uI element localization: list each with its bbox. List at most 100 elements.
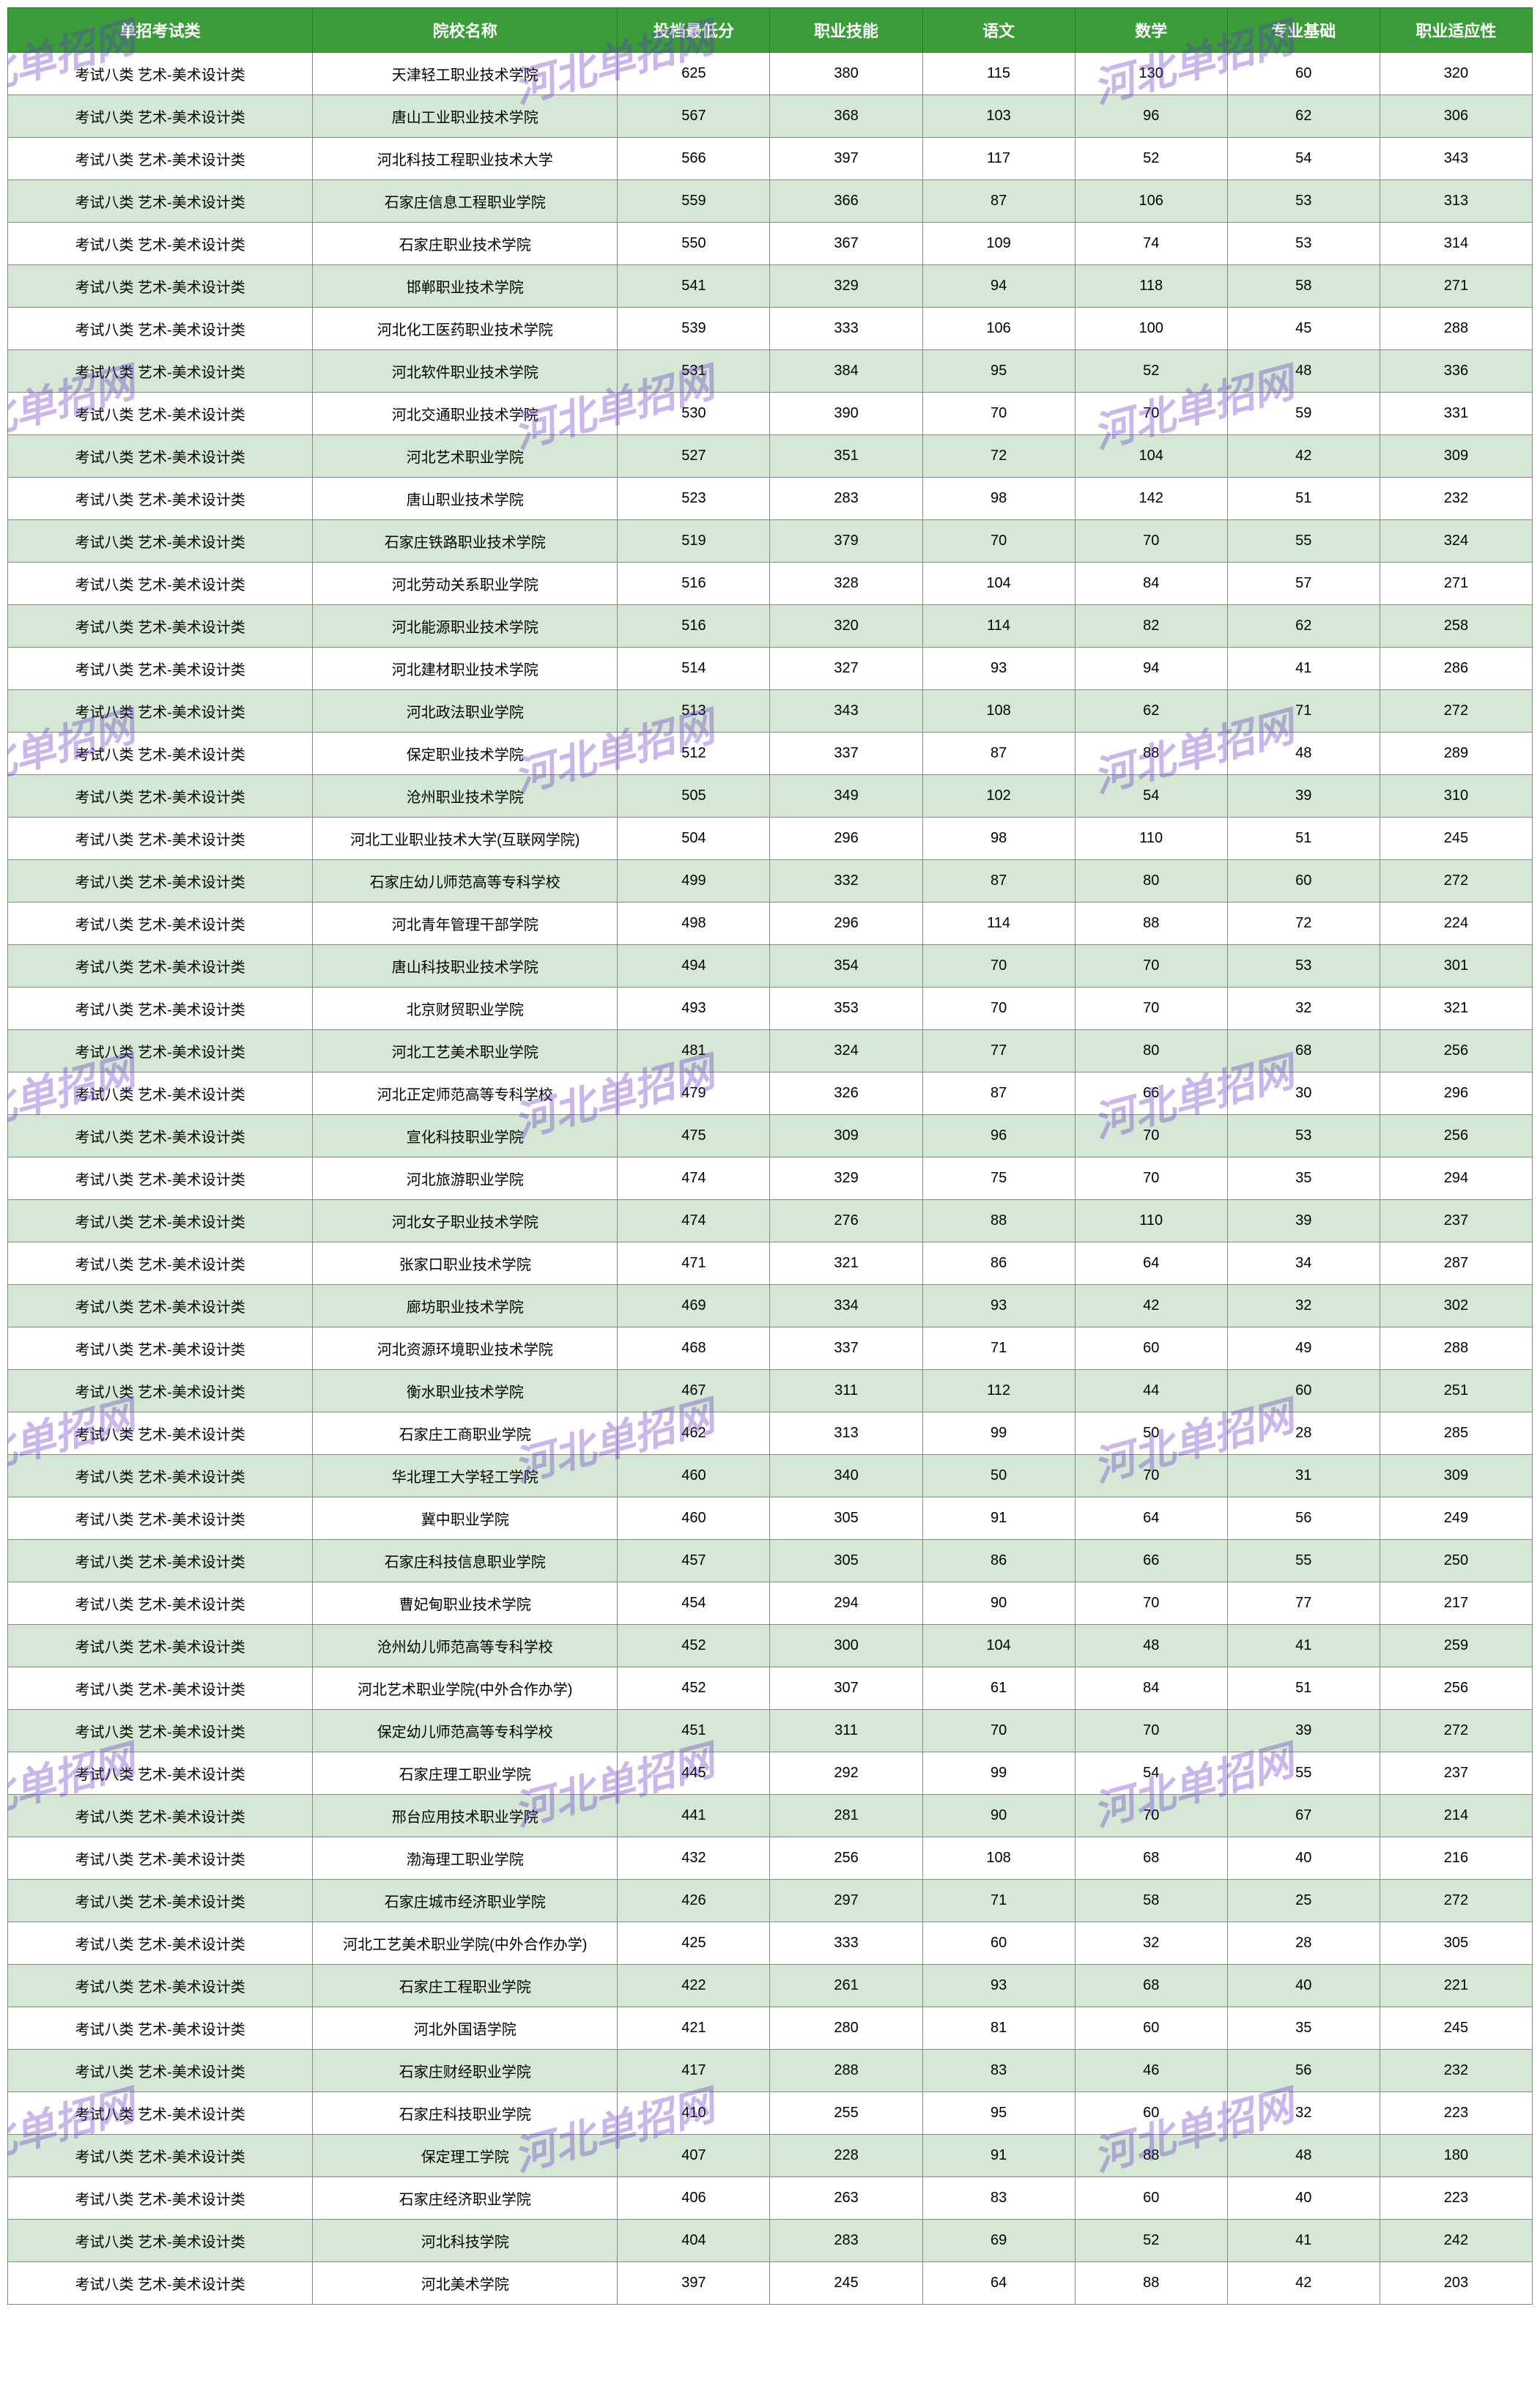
- table-cell: 70: [922, 988, 1075, 1030]
- table-cell: 422: [618, 1965, 770, 2007]
- table-cell: 421: [618, 2007, 770, 2050]
- table-row: 考试八类 艺术-美术设计类河北交通职业技术学院530390707059331: [8, 393, 1533, 435]
- table-cell: 35: [1227, 1157, 1380, 1200]
- table-cell: 332: [770, 860, 922, 903]
- table-cell: 53: [1227, 1115, 1380, 1157]
- table-cell: 51: [1227, 478, 1380, 520]
- table-cell: 513: [618, 690, 770, 733]
- table-cell: 83: [922, 2177, 1075, 2220]
- table-cell: 397: [770, 138, 922, 180]
- table-cell: 考试八类 艺术-美术设计类: [8, 2092, 313, 2135]
- table-cell: 39: [1227, 775, 1380, 818]
- table-cell: 60: [1227, 1370, 1380, 1412]
- table-cell: 237: [1380, 1200, 1532, 1242]
- table-cell: 88: [1075, 733, 1227, 775]
- table-row: 考试八类 艺术-美术设计类河北政法职业学院5133431086271272: [8, 690, 1533, 733]
- table-cell: 77: [1227, 1582, 1380, 1625]
- table-cell: 353: [770, 988, 922, 1030]
- table-cell: 550: [618, 223, 770, 265]
- table-cell: 110: [1075, 818, 1227, 860]
- table-cell: 考试八类 艺术-美术设计类: [8, 478, 313, 520]
- table-cell: 96: [1075, 95, 1227, 138]
- table-cell: 256: [770, 1837, 922, 1880]
- table-cell: 366: [770, 180, 922, 223]
- table-cell: 221: [1380, 1965, 1532, 2007]
- table-cell: 石家庄科技信息职业学院: [313, 1540, 618, 1582]
- table-cell: 70: [922, 1710, 1075, 1752]
- table-cell: 考试八类 艺术-美术设计类: [8, 350, 313, 393]
- table-cell: 考试八类 艺术-美术设计类: [8, 1200, 313, 1242]
- table-cell: 河北工艺美术职业学院(中外合作办学): [313, 1922, 618, 1965]
- table-cell: 55: [1227, 520, 1380, 563]
- table-cell: 考试八类 艺术-美术设计类: [8, 903, 313, 945]
- table-cell: 30: [1227, 1072, 1380, 1115]
- header-cell: 院校名称: [313, 8, 618, 53]
- table-cell: 44: [1075, 1370, 1227, 1412]
- table-cell: 考试八类 艺术-美术设计类: [8, 2007, 313, 2050]
- table-row: 考试八类 艺术-美术设计类衡水职业技术学院4673111124460251: [8, 1370, 1533, 1412]
- table-cell: 334: [770, 1285, 922, 1327]
- table-cell: 河北女子职业技术学院: [313, 1200, 618, 1242]
- table-cell: 228: [770, 2135, 922, 2177]
- table-cell: 142: [1075, 478, 1227, 520]
- table-cell: 104: [1075, 435, 1227, 478]
- table-cell: 452: [618, 1625, 770, 1667]
- table-cell: 294: [1380, 1157, 1532, 1200]
- table-cell: 337: [770, 733, 922, 775]
- table-cell: 109: [922, 223, 1075, 265]
- table-cell: 261: [770, 1965, 922, 2007]
- table-cell: 343: [1380, 138, 1532, 180]
- table-cell: 245: [1380, 2007, 1532, 2050]
- table-row: 考试八类 艺术-美术设计类石家庄经济职业学院406263836040223: [8, 2177, 1533, 2220]
- table-cell: 考试八类 艺术-美术设计类: [8, 1837, 313, 1880]
- table-row: 考试八类 艺术-美术设计类河北工艺美术职业学院481324778068256: [8, 1030, 1533, 1072]
- table-cell: 379: [770, 520, 922, 563]
- table-cell: 311: [770, 1370, 922, 1412]
- table-row: 考试八类 艺术-美术设计类北京财贸职业学院493353707032321: [8, 988, 1533, 1030]
- table-cell: 考试八类 艺术-美术设计类: [8, 180, 313, 223]
- table-cell: 82: [1075, 605, 1227, 648]
- table-row: 考试八类 艺术-美术设计类石家庄科技信息职业学院457305866655250: [8, 1540, 1533, 1582]
- table-row: 考试八类 艺术-美术设计类河北女子职业技术学院4742768811039237: [8, 1200, 1533, 1242]
- table-cell: 307: [770, 1667, 922, 1710]
- table-row: 考试八类 艺术-美术设计类石家庄幼儿师范高等专科学校49933287806027…: [8, 860, 1533, 903]
- table-row: 考试八类 艺术-美术设计类邯郸职业技术学院5413299411858271: [8, 265, 1533, 308]
- table-cell: 51: [1227, 1667, 1380, 1710]
- table-cell: 衡水职业技术学院: [313, 1370, 618, 1412]
- table-cell: 68: [1075, 1837, 1227, 1880]
- table-row: 考试八类 艺术-美术设计类唐山职业技术学院5232839814251232: [8, 478, 1533, 520]
- table-cell: 223: [1380, 2177, 1532, 2220]
- table-row: 考试八类 艺术-美术设计类唐山工业职业技术学院5673681039662306: [8, 95, 1533, 138]
- table-cell: 48: [1227, 350, 1380, 393]
- table-cell: 380: [770, 53, 922, 95]
- table-cell: 245: [770, 2262, 922, 2305]
- table-cell: 203: [1380, 2262, 1532, 2305]
- table-cell: 305: [770, 1497, 922, 1540]
- table-cell: 70: [1075, 945, 1227, 988]
- table-cell: 考试八类 艺术-美术设计类: [8, 690, 313, 733]
- table-row: 考试八类 艺术-美术设计类沧州幼儿师范高等专科学校452300104484125…: [8, 1625, 1533, 1667]
- table-row: 考试八类 艺术-美术设计类冀中职业学院460305916456249: [8, 1497, 1533, 1540]
- table-cell: 95: [922, 2092, 1075, 2135]
- table-cell: 70: [1075, 1455, 1227, 1497]
- table-cell: 305: [770, 1540, 922, 1582]
- table-cell: 84: [1075, 1667, 1227, 1710]
- table-cell: 59: [1227, 393, 1380, 435]
- table-cell: 考试八类 艺术-美术设计类: [8, 2050, 313, 2092]
- table-cell: 333: [770, 308, 922, 350]
- table-cell: 66: [1075, 1540, 1227, 1582]
- table-cell: 100: [1075, 308, 1227, 350]
- table-cell: 99: [922, 1752, 1075, 1795]
- table-row: 考试八类 艺术-美术设计类保定幼儿师范高等专科学校451311707039272: [8, 1710, 1533, 1752]
- table-cell: 106: [922, 308, 1075, 350]
- table-row: 考试八类 艺术-美术设计类河北科技学院404283695241242: [8, 2220, 1533, 2262]
- table-cell: 52: [1075, 138, 1227, 180]
- table-cell: 60: [1227, 860, 1380, 903]
- table-cell: 454: [618, 1582, 770, 1625]
- table-cell: 445: [618, 1752, 770, 1795]
- table-cell: 70: [1075, 1710, 1227, 1752]
- table-cell: 考试八类 艺术-美术设计类: [8, 1752, 313, 1795]
- table-cell: 258: [1380, 605, 1532, 648]
- table-row: 考试八类 艺术-美术设计类保定职业技术学院512337878848289: [8, 733, 1533, 775]
- table-cell: 沧州职业技术学院: [313, 775, 618, 818]
